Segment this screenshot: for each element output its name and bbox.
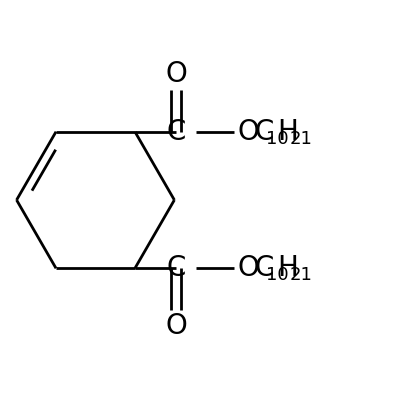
- Text: O: O: [238, 254, 259, 282]
- Text: 21: 21: [290, 130, 312, 148]
- Text: H: H: [278, 118, 298, 146]
- Text: H: H: [278, 254, 298, 282]
- Text: 10: 10: [266, 130, 288, 148]
- Text: C: C: [254, 118, 274, 146]
- Text: C: C: [167, 254, 186, 282]
- Text: O: O: [166, 60, 187, 88]
- Text: O: O: [238, 118, 259, 146]
- Text: 21: 21: [290, 266, 312, 284]
- Text: 10: 10: [266, 266, 288, 284]
- Text: C: C: [167, 118, 186, 146]
- Text: C: C: [254, 254, 274, 282]
- Text: O: O: [166, 312, 187, 340]
